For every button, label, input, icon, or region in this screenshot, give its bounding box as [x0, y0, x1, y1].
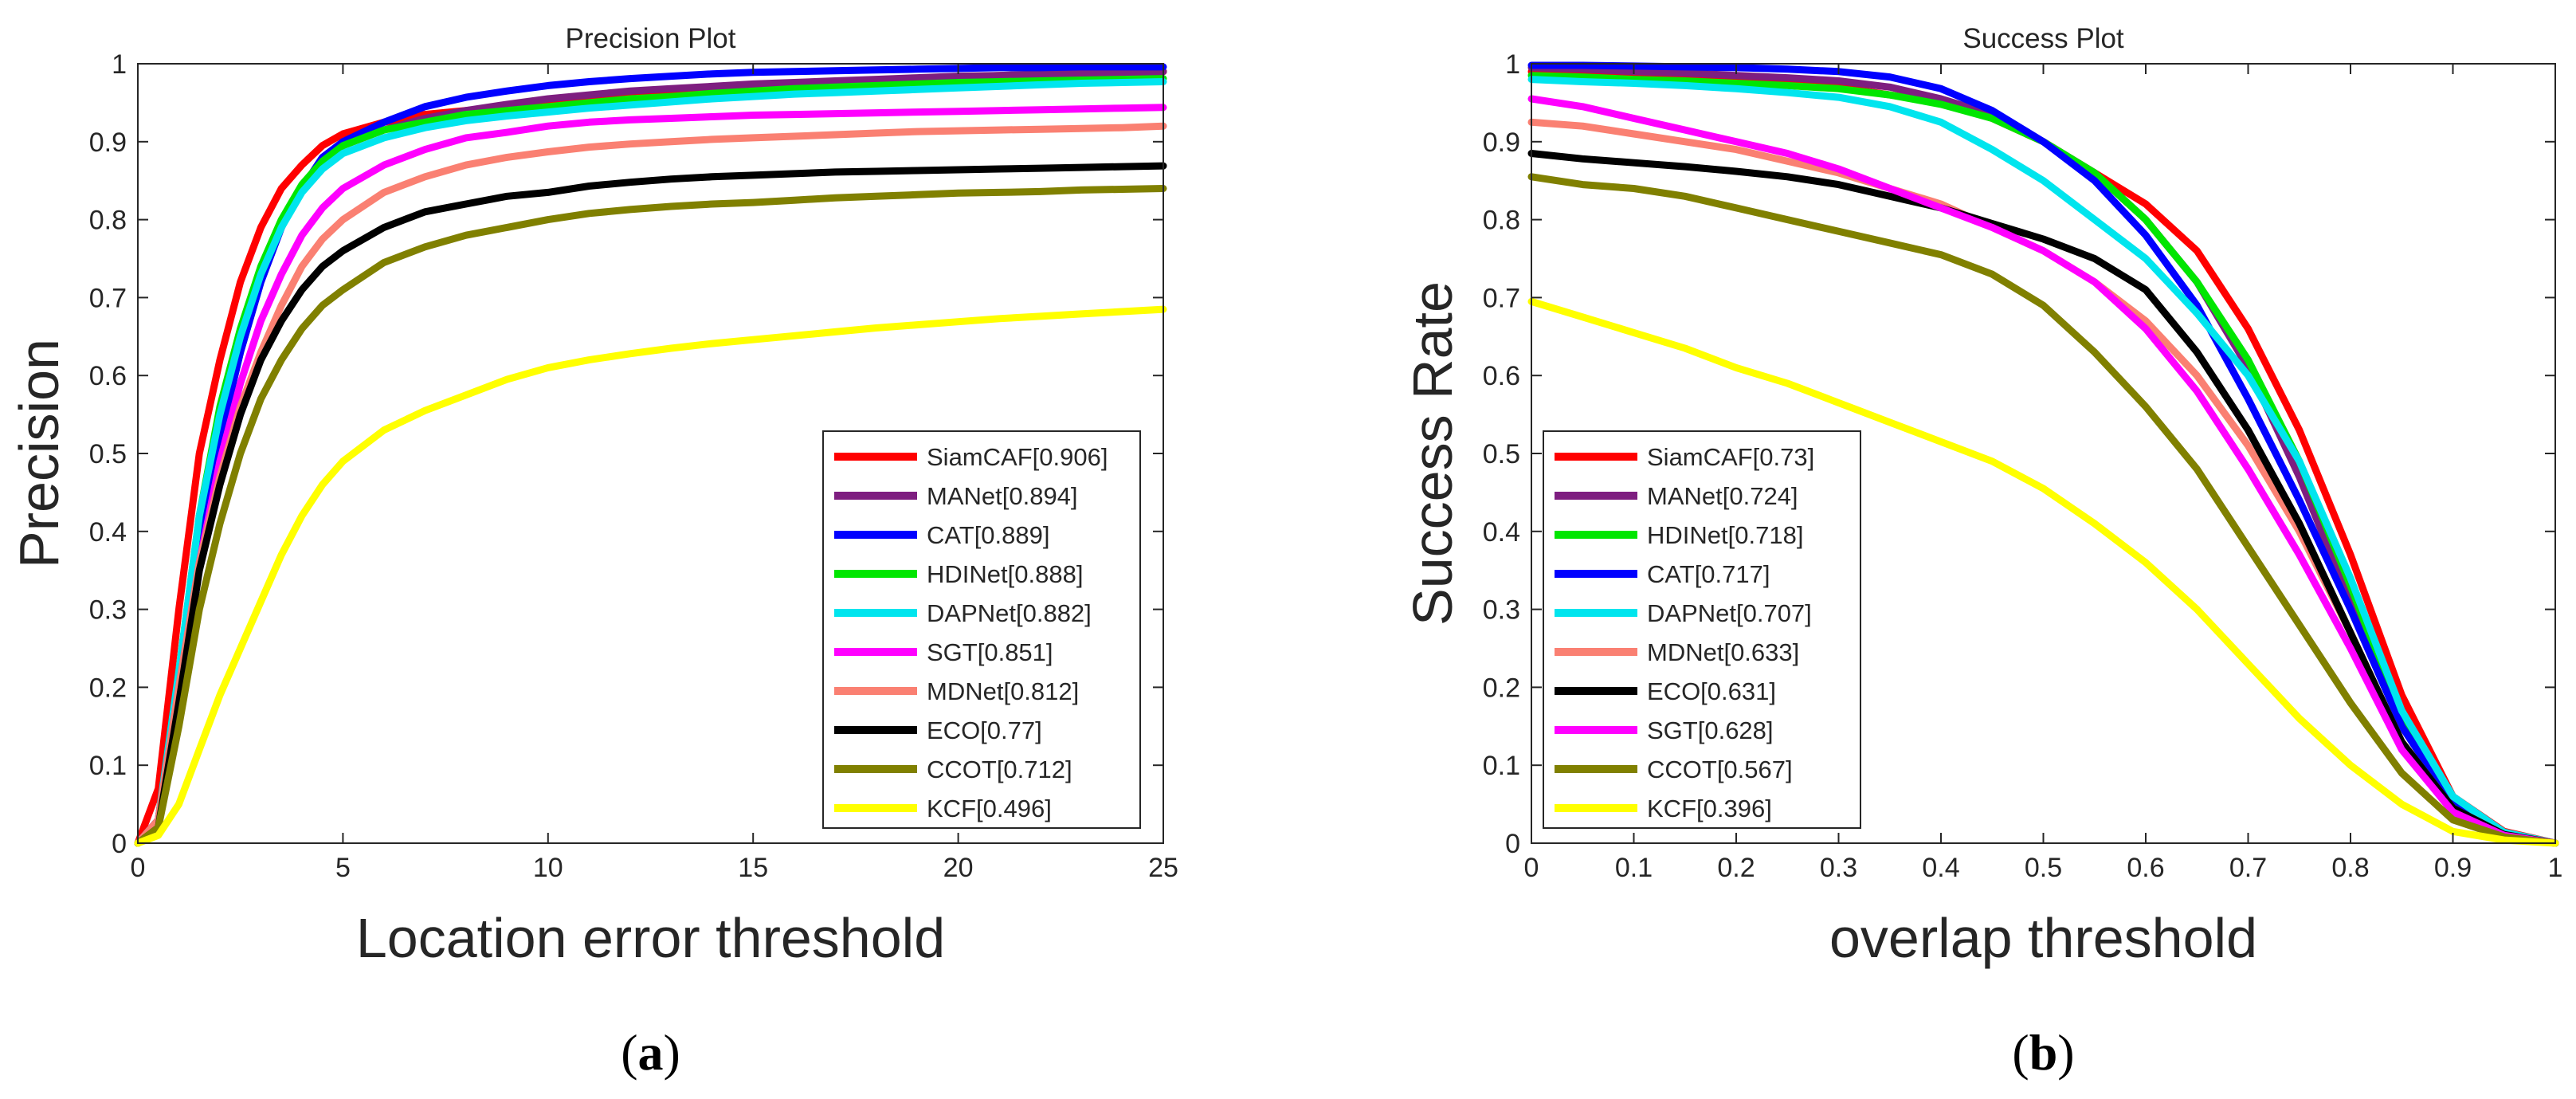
legend-label-5: DAPNet[0.707] — [1647, 599, 1812, 627]
legend-label-5: DAPNet[0.882] — [927, 599, 1092, 627]
y-tick-label: 0.5 — [1483, 439, 1520, 469]
legend-label-10: KCF[0.396] — [1647, 795, 1772, 822]
x-tick-label: 15 — [738, 853, 768, 883]
legend-label-9: CCOT[0.567] — [1647, 756, 1793, 783]
chart-title: Precision Plot — [566, 23, 736, 54]
x-tick-label: 0 — [1524, 853, 1539, 883]
legend-label-4: HDINet[0.888] — [927, 560, 1083, 588]
legend-label-7: MDNet[0.812] — [927, 677, 1079, 705]
y-tick-label: 1 — [1505, 49, 1520, 80]
y-tick-label: 0.1 — [1483, 751, 1520, 781]
y-tick-label: 0.4 — [89, 517, 127, 548]
series-line-9 — [1527, 173, 2559, 847]
y-tick-label: 0.1 — [89, 751, 127, 781]
y-tick-label: 0.8 — [1483, 206, 1520, 236]
series-line-10 — [1527, 297, 2559, 847]
x-tick-label: 10 — [533, 853, 563, 883]
legend-label-1: SiamCAF[0.73] — [1647, 443, 1814, 471]
legend: SiamCAF[0.73] MANet[0.724] HDINet[0.718] CA… — [1543, 430, 1861, 829]
y-tick-label: 0.5 — [89, 439, 127, 469]
x-tick-label: 0.9 — [2434, 853, 2472, 883]
x-tick-label: 0.2 — [1717, 853, 1755, 883]
legend-label-4: CAT[0.717] — [1647, 560, 1770, 588]
x-tick-label: 0.7 — [2229, 853, 2267, 883]
x-tick-label: 25 — [1148, 853, 1178, 883]
legend-label-6: SGT[0.851] — [927, 638, 1053, 666]
chart-panel-1: 0 5 10 15 20 25 0 0.1 0.2 0.3 0.4 0.5 0.6 0.7 0.8 0.9 1 P… — [8, 23, 1178, 1081]
y-tick-label: 0.7 — [89, 283, 127, 313]
x-tick-label: 0 — [131, 853, 146, 883]
y-tick-label: 0 — [112, 829, 127, 859]
x-tick-label: 0.5 — [2025, 853, 2062, 883]
y-tick-label: 0 — [1505, 829, 1520, 859]
chart-panel-2: 0 0.1 0.2 0.3 0.4 0.5 0.6 0.7 0.8 0.9 1 0 0.1 0.2 0.3 0… — [1402, 23, 2562, 1081]
x-tick-label: 0.8 — [2331, 853, 2369, 883]
y-tick-label: 0.2 — [1483, 673, 1520, 703]
y-tick-label: 0.9 — [1483, 128, 1520, 158]
y-axis-label: Success Rate — [1402, 281, 1464, 626]
x-tick-label: 0.6 — [2127, 853, 2164, 883]
x-tick-label: 20 — [943, 853, 974, 883]
y-tick-label: 0.6 — [1483, 361, 1520, 391]
y-tick-label: 0.8 — [89, 206, 127, 236]
legend-label-3: CAT[0.889] — [927, 521, 1050, 549]
y-tick-label: 0.2 — [89, 673, 127, 703]
series-line-7 — [1527, 150, 2559, 847]
legend-label-10: KCF[0.496] — [927, 795, 1052, 822]
x-axis-label: overlap threshold — [1829, 907, 2257, 969]
series-line-4 — [1527, 61, 2559, 847]
x-tick-label: 1 — [2548, 853, 2563, 883]
series-line-6 — [134, 104, 1167, 847]
x-axis-label: Location error threshold — [356, 907, 945, 969]
y-tick-label: 0.7 — [1483, 283, 1520, 313]
series-line-9 — [134, 185, 1167, 847]
y-tick-label: 0.9 — [89, 128, 127, 158]
panel-caption: (b) — [2012, 1024, 2074, 1081]
chart-title: Success Plot — [1962, 23, 2124, 54]
x-tick-label: 0.1 — [1615, 853, 1653, 883]
series-line-5 — [1527, 76, 2559, 847]
y-axis-label: Precision — [8, 339, 70, 568]
y-tick-label: 0.4 — [1483, 517, 1520, 548]
legend-label-7: ECO[0.631] — [1647, 677, 1776, 705]
legend-label-2: MANet[0.894] — [927, 482, 1078, 510]
legend-label-8: SGT[0.628] — [1647, 716, 1774, 744]
series-line-10 — [134, 305, 1167, 847]
series-line-8 — [1527, 95, 2559, 847]
y-tick-label: 0.3 — [1483, 595, 1520, 626]
x-tick-label: 0.4 — [1922, 853, 1959, 883]
x-tick-label: 0.3 — [1820, 853, 1857, 883]
legend-label-1: SiamCAF[0.906] — [927, 443, 1108, 471]
legend-label-8: ECO[0.77] — [927, 716, 1042, 744]
y-tick-label: 0.6 — [89, 361, 127, 391]
series-line-8 — [134, 162, 1167, 847]
legend-label-3: HDINet[0.718] — [1647, 521, 1803, 549]
y-tick-label: 1 — [112, 49, 127, 80]
y-tick-label: 0.3 — [89, 595, 127, 626]
legend-label-6: MDNet[0.633] — [1647, 638, 1799, 666]
series-line-5 — [134, 78, 1167, 847]
panel-caption: (a) — [621, 1024, 680, 1081]
legend-label-2: MANet[0.724] — [1647, 482, 1798, 510]
legend: SiamCAF[0.906] MANet[0.894] CAT[0.889] HDIN… — [822, 430, 1141, 829]
x-tick-label: 5 — [335, 853, 351, 883]
legend-label-9: CCOT[0.712] — [927, 756, 1072, 783]
